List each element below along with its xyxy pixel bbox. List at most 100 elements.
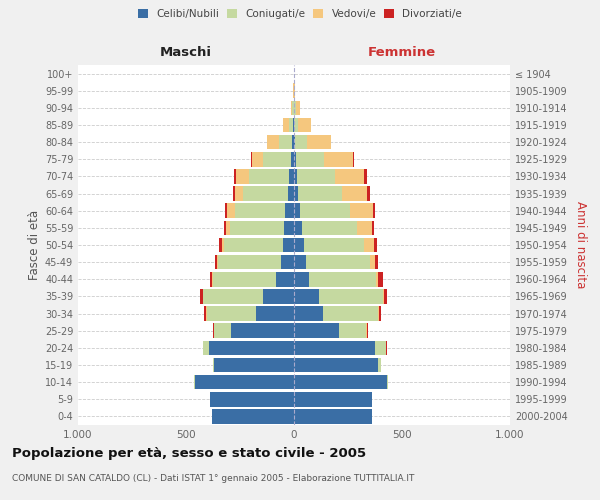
Bar: [204, 306, 206, 321]
Bar: [292, 135, 294, 150]
Bar: [226, 220, 230, 235]
Bar: [206, 306, 256, 321]
Bar: [297, 169, 335, 184]
Text: Maschi: Maschi: [160, 46, 212, 59]
Bar: [294, 135, 295, 150]
Bar: [233, 186, 235, 201]
Bar: [307, 135, 331, 150]
Bar: [335, 169, 364, 184]
Bar: [375, 255, 378, 270]
Bar: [294, 186, 298, 201]
Bar: [291, 100, 292, 115]
Bar: [373, 204, 376, 218]
Bar: [210, 392, 294, 406]
Bar: [324, 152, 353, 166]
Bar: [263, 152, 291, 166]
Bar: [256, 306, 294, 321]
Bar: [287, 186, 294, 201]
Bar: [356, 220, 372, 235]
Bar: [304, 238, 364, 252]
Bar: [378, 358, 382, 372]
Bar: [376, 272, 378, 286]
Bar: [294, 375, 387, 390]
Bar: [294, 324, 340, 338]
Bar: [294, 392, 372, 406]
Bar: [209, 340, 294, 355]
Bar: [224, 238, 283, 252]
Bar: [309, 272, 376, 286]
Bar: [353, 152, 355, 166]
Bar: [203, 289, 263, 304]
Bar: [214, 358, 294, 372]
Bar: [243, 186, 287, 201]
Bar: [286, 204, 294, 218]
Bar: [218, 255, 281, 270]
Bar: [323, 306, 378, 321]
Bar: [296, 100, 300, 115]
Bar: [370, 255, 375, 270]
Bar: [293, 118, 294, 132]
Bar: [248, 169, 289, 184]
Bar: [227, 204, 235, 218]
Bar: [294, 255, 306, 270]
Bar: [294, 169, 297, 184]
Bar: [341, 186, 367, 201]
Bar: [233, 169, 236, 184]
Bar: [372, 220, 374, 235]
Bar: [294, 289, 319, 304]
Bar: [221, 238, 224, 252]
Bar: [340, 324, 367, 338]
Bar: [212, 324, 214, 338]
Bar: [251, 152, 252, 166]
Bar: [217, 255, 218, 270]
Bar: [383, 289, 387, 304]
Bar: [291, 152, 294, 166]
Bar: [302, 220, 356, 235]
Bar: [263, 289, 294, 304]
Bar: [215, 255, 217, 270]
Bar: [374, 238, 377, 252]
Bar: [268, 135, 280, 150]
Bar: [294, 340, 375, 355]
Bar: [281, 255, 294, 270]
Bar: [210, 272, 212, 286]
Bar: [296, 152, 324, 166]
Bar: [294, 220, 302, 235]
Legend: Celibi/Nubili, Coniugati/e, Vedovi/e, Divorziati/e: Celibi/Nubili, Coniugati/e, Vedovi/e, Di…: [134, 5, 466, 24]
Bar: [289, 118, 293, 132]
Bar: [364, 238, 374, 252]
Y-axis label: Fasce di età: Fasce di età: [28, 210, 41, 280]
Bar: [367, 186, 370, 201]
Text: Femmine: Femmine: [368, 46, 436, 59]
Bar: [292, 100, 293, 115]
Bar: [294, 204, 301, 218]
Bar: [375, 340, 386, 355]
Bar: [235, 186, 243, 201]
Bar: [294, 358, 378, 372]
Bar: [225, 204, 227, 218]
Bar: [364, 169, 367, 184]
Bar: [387, 375, 388, 390]
Bar: [275, 272, 294, 286]
Bar: [235, 204, 286, 218]
Bar: [236, 169, 248, 184]
Text: COMUNE DI SAN CATALDO (CL) - Dati ISTAT 1° gennaio 2005 - Elaborazione TUTTITALI: COMUNE DI SAN CATALDO (CL) - Dati ISTAT …: [12, 474, 415, 483]
Y-axis label: Anni di nascita: Anni di nascita: [574, 202, 587, 288]
Bar: [295, 135, 307, 150]
Bar: [203, 340, 209, 355]
Bar: [224, 220, 226, 235]
Bar: [295, 100, 296, 115]
Bar: [294, 238, 304, 252]
Bar: [294, 272, 309, 286]
Bar: [378, 272, 383, 286]
Text: Popolazione per età, sesso e stato civile - 2005: Popolazione per età, sesso e stato civil…: [12, 448, 366, 460]
Bar: [232, 324, 294, 338]
Bar: [212, 272, 213, 286]
Bar: [289, 169, 294, 184]
Bar: [213, 272, 275, 286]
Bar: [284, 220, 294, 235]
Bar: [214, 324, 232, 338]
Bar: [306, 255, 370, 270]
Bar: [379, 306, 381, 321]
Bar: [252, 152, 263, 166]
